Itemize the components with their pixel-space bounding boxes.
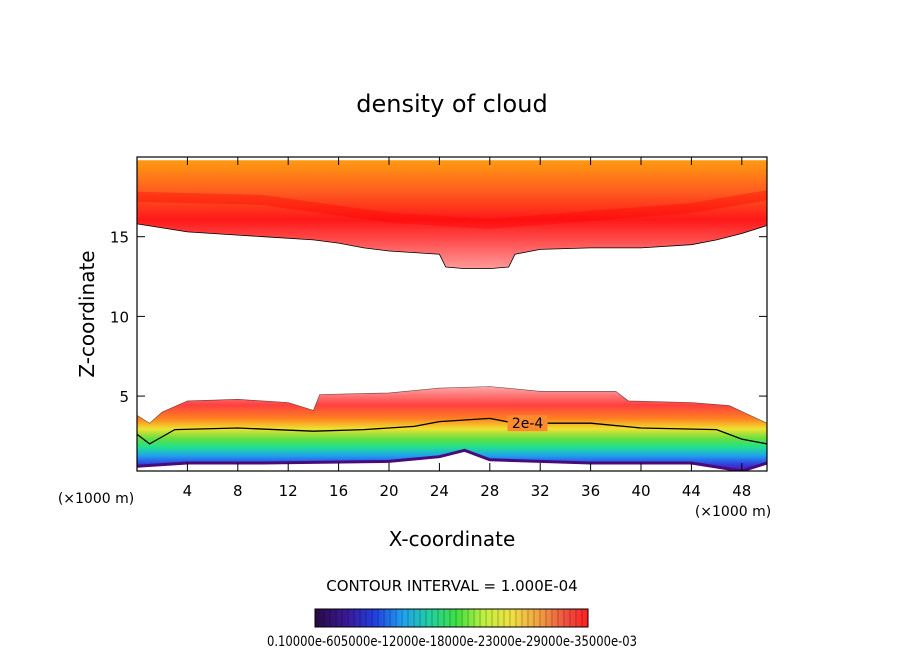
x-tick-label: 36 (581, 482, 600, 500)
x-tick-label: 4 (183, 482, 193, 500)
lower-cloud-band (137, 386, 767, 471)
x-tick-label: 20 (379, 482, 398, 500)
colorbar-labels: 0.10000e-605000e-12000e-18000e-23000e-29… (267, 634, 637, 650)
colorbar (315, 609, 588, 627)
x-unit-right: (×1000 m) (695, 504, 771, 520)
x-tick-label: 32 (531, 482, 550, 500)
upper-cloud-core (137, 190, 767, 229)
y-tick-label: 10 (110, 308, 129, 326)
x-tick-label: 12 (279, 482, 298, 500)
y-axis-ticks: 5 10 15 (110, 229, 767, 406)
colorbar-lines (317, 609, 583, 627)
x-tick-label: 16 (329, 482, 348, 500)
y-tick-label: 5 (119, 388, 129, 406)
lower-band-top-contour (137, 386, 767, 424)
x-tick-label: 40 (631, 482, 650, 500)
plot-area: 2e-4 (137, 160, 767, 471)
x-axis-ticks: 4 8 12 16 20 24 28 32 36 40 44 48 (183, 157, 751, 500)
contour-interval-note: CONTOUR INTERVAL = 1.000E-04 (326, 577, 577, 595)
x-tick-label: 28 (480, 482, 499, 500)
upper-band-contour (137, 223, 767, 269)
chart-title: density of cloud (356, 90, 547, 118)
contour-2e-4 (137, 417, 767, 445)
plot-frame (136, 156, 768, 472)
upper-cloud-band (137, 160, 767, 269)
contour-label: 2e-4 (512, 416, 544, 432)
x-unit-left: (×1000 m) (58, 491, 134, 507)
y-axis-label: Z-coordinate (75, 250, 99, 377)
x-tick-label: 24 (430, 482, 449, 500)
contour-label-background (507, 415, 548, 432)
x-axis-label: X-coordinate (389, 527, 516, 551)
y-tick-label: 15 (110, 229, 129, 247)
x-tick-label: 48 (732, 482, 751, 500)
x-tick-label: 8 (233, 482, 243, 500)
x-tick-label: 44 (682, 482, 701, 500)
colorbar-frame (314, 608, 589, 628)
